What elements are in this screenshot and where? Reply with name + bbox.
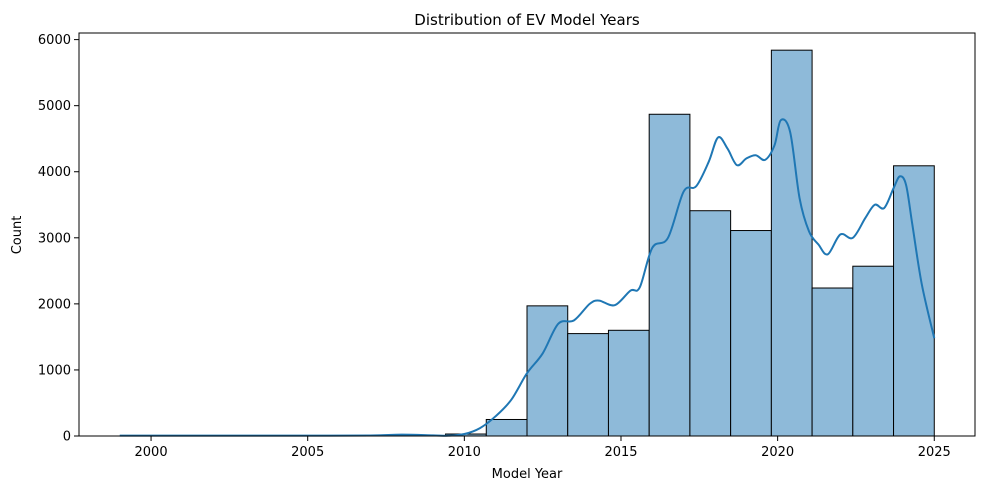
histogram-bar-4 bbox=[607, 329, 650, 437]
y-tick-label-6000: 6000 bbox=[38, 33, 71, 48]
histogram-bar-1 bbox=[485, 418, 528, 437]
kde-curve bbox=[119, 118, 936, 437]
histogram-bar-11 bbox=[893, 165, 935, 437]
histogram-bar-6 bbox=[689, 210, 732, 437]
histogram-bar-8 bbox=[770, 49, 813, 437]
histogram-bars bbox=[445, 49, 935, 437]
histogram-bar-7 bbox=[730, 230, 772, 437]
y-axis-ticks: 0 1000 2000 3000 4000 5000 6000 bbox=[38, 33, 79, 445]
y-tick-label-1000: 1000 bbox=[38, 363, 71, 378]
chart-title: Distribution of EV Model Years bbox=[414, 11, 640, 29]
x-tick-label-2025: 2025 bbox=[918, 445, 951, 460]
x-axis-label: Model Year bbox=[492, 467, 563, 482]
histogram-bar-3 bbox=[567, 333, 609, 437]
histogram-bar-5 bbox=[648, 113, 691, 437]
y-tick-label-5000: 5000 bbox=[38, 99, 71, 114]
histogram-bar-2 bbox=[526, 305, 569, 437]
histogram-bar-9 bbox=[811, 287, 854, 437]
y-tick-label-3000: 3000 bbox=[38, 231, 71, 246]
y-tick-label-0: 0 bbox=[63, 430, 71, 445]
y-tick-label-4000: 4000 bbox=[38, 165, 71, 180]
x-tick-label-2010: 2010 bbox=[448, 445, 481, 460]
x-tick-label-2005: 2005 bbox=[291, 445, 324, 460]
y-axis-label: Count bbox=[10, 216, 25, 255]
x-tick-label-2015: 2015 bbox=[604, 445, 637, 460]
x-tick-label-2020: 2020 bbox=[761, 445, 794, 460]
plot-frame bbox=[78, 32, 976, 437]
y-tick-label-2000: 2000 bbox=[38, 297, 71, 312]
x-tick-label-2000: 2000 bbox=[135, 445, 168, 460]
histogram-bar-10 bbox=[852, 265, 895, 437]
x-axis-ticks: 2000 2005 2010 2015 2020 2025 bbox=[135, 436, 951, 460]
